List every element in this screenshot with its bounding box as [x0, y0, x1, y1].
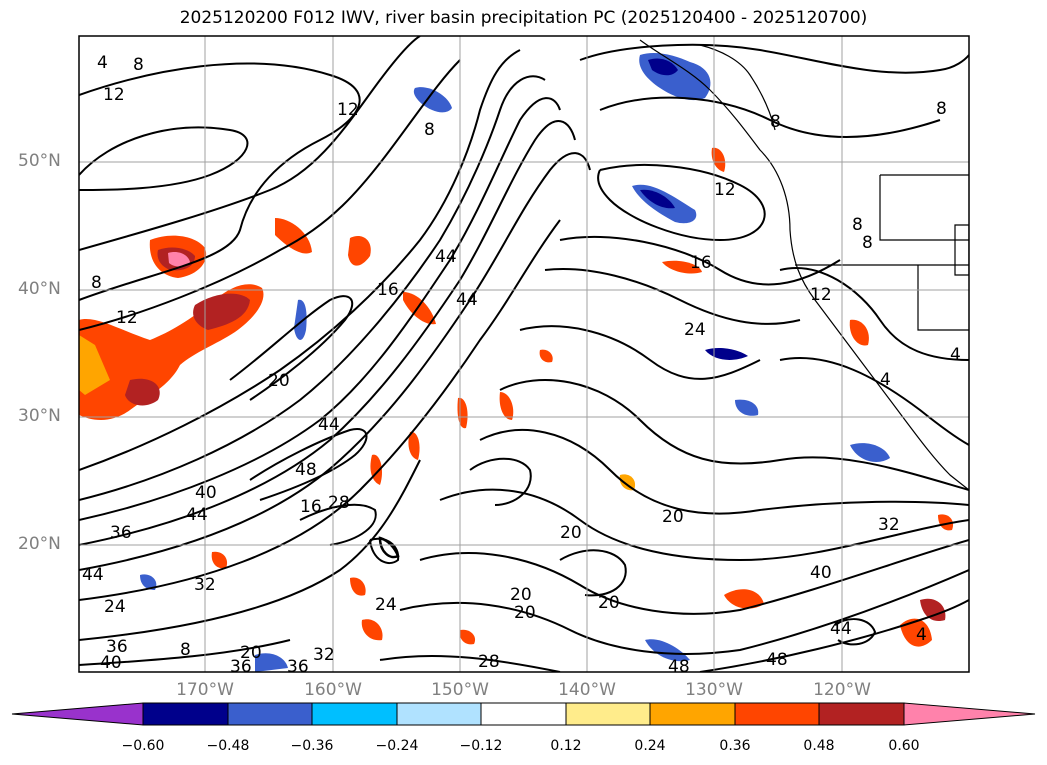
colorbar-tick: −0.60: [121, 738, 165, 754]
colorbar-segment: [142, 702, 229, 726]
colorbar-segment: [818, 702, 905, 726]
contour-label: 12: [810, 285, 832, 305]
contour-label: 32: [313, 645, 335, 665]
map-plot-area: 4 8 12 12 8 8 12 8 8 12 16 8 8 4 44 44 1…: [79, 36, 969, 677]
contour-label: 20: [268, 371, 290, 391]
colorbar-tick: 0.60: [888, 738, 920, 754]
colorbar-extend-low: [11, 702, 144, 726]
colorbar-segment: [734, 702, 820, 726]
contour-label: 40: [810, 563, 832, 583]
contour-label: 36: [287, 657, 309, 677]
contour-label: 16: [300, 497, 322, 517]
colorbar-tick: −0.12: [459, 738, 503, 754]
contour-label: 44: [456, 290, 478, 310]
contour-label: 24: [684, 320, 706, 340]
contour-label: 12: [116, 308, 138, 328]
contour-label: 8: [770, 112, 781, 132]
colorbar-segment: [565, 702, 651, 726]
contour-label: 12: [103, 85, 125, 105]
contour-label: 48: [295, 460, 317, 480]
contour-label: 20: [662, 507, 684, 527]
colorbar: [11, 702, 1036, 726]
colorbar-segment: [649, 702, 736, 726]
contour-label: 36: [106, 637, 128, 657]
contour-label: 20: [510, 585, 532, 605]
contour-label: 28: [478, 652, 500, 672]
colorbar-tick: −0.36: [290, 738, 334, 754]
colorbar-tick: 0.24: [634, 738, 666, 754]
contour-label: 44: [82, 565, 104, 585]
contour-label: 40: [195, 483, 217, 503]
colorbar-segment: [311, 702, 398, 726]
lat-label-20n: 20°N: [18, 534, 61, 554]
lat-label-30n: 30°N: [18, 406, 61, 426]
lat-label-40n: 40°N: [18, 279, 61, 299]
colorbar-segment: [396, 702, 482, 726]
lon-label-150w: 150°W: [431, 680, 489, 700]
contour-label: 12: [714, 180, 736, 200]
contour-label: 48: [766, 650, 788, 670]
lon-label-140w: 140°W: [558, 680, 616, 700]
contour-label: 36: [110, 523, 132, 543]
contour-label: 20: [514, 603, 536, 623]
lon-label-170w: 170°W: [176, 680, 234, 700]
colorbar-tick: 0.36: [719, 738, 751, 754]
contour-label: 44: [435, 247, 457, 267]
lon-label-160w: 160°W: [304, 680, 362, 700]
contour-label: 8: [424, 120, 435, 140]
colorbar-segment: [480, 702, 567, 726]
contour-label: 20: [240, 643, 262, 663]
contour-label: 8: [862, 233, 873, 253]
contour-label: 4: [950, 345, 961, 365]
gridlines: [79, 36, 969, 672]
colorbar-segment: [227, 702, 313, 726]
contour-label: 16: [690, 253, 712, 273]
contour-labels: 4 8 12 12 8 8 12 8 8 12 16 8 8 4 44 44 1…: [82, 53, 961, 677]
contour-label: 40: [100, 653, 122, 673]
contour-label: 4: [916, 625, 927, 645]
contour-label: 16: [377, 280, 399, 300]
lat-label-50n: 50°N: [18, 151, 61, 171]
map-title: 2025120200 F012 IWV, river basin precipi…: [179, 8, 868, 28]
contour-label: 8: [936, 99, 947, 119]
precipitation-pc-fill: [79, 52, 954, 672]
contour-label: 36: [230, 657, 252, 677]
contour-label: 32: [878, 515, 900, 535]
contour-label: 20: [598, 593, 620, 613]
contour-label: 20: [560, 523, 582, 543]
iwv-contours: [79, 36, 969, 672]
colorbar-tick: 0.12: [550, 738, 582, 754]
lon-label-130w: 130°W: [685, 680, 743, 700]
contour-label: 48: [668, 657, 690, 677]
contour-label: 8: [133, 55, 144, 75]
colorbar-tick: 0.48: [803, 738, 835, 754]
contour-label: 8: [852, 215, 863, 235]
contour-label: 24: [104, 597, 126, 617]
contour-label: 8: [91, 273, 102, 293]
colorbar-tick: −0.24: [375, 738, 419, 754]
contour-label: 8: [180, 640, 191, 660]
contour-label: 32: [194, 575, 216, 595]
lon-label-120w: 120°W: [813, 680, 871, 700]
contour-label: 24: [375, 595, 397, 615]
contour-label: 44: [186, 505, 208, 525]
contour-label: 44: [318, 415, 340, 435]
colorbar-tick: −0.48: [206, 738, 250, 754]
contour-label: 4: [97, 53, 108, 73]
contour-label: 28: [328, 493, 350, 513]
contour-label: 12: [337, 100, 359, 120]
contour-label: 4: [880, 370, 891, 390]
contour-label: 44: [830, 619, 852, 639]
colorbar-extend-high: [903, 702, 1036, 726]
coastlines: [378, 39, 969, 559]
map-frame: [78, 35, 970, 673]
